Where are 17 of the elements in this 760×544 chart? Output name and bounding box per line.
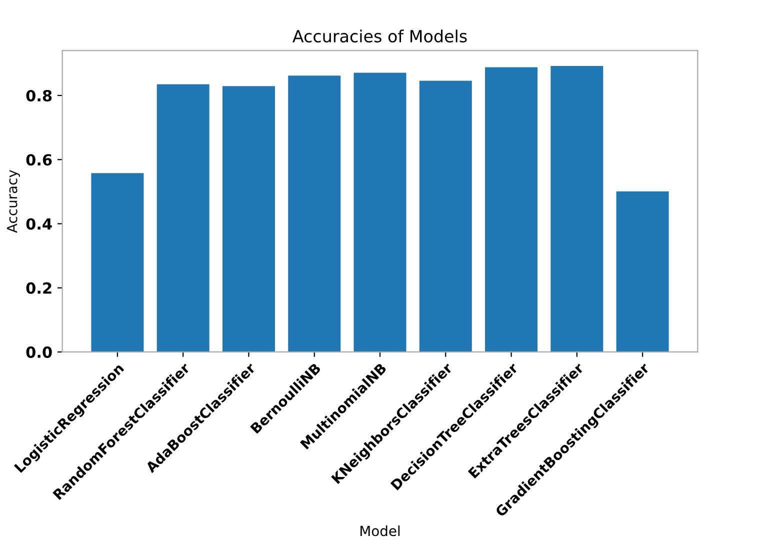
bar	[91, 173, 144, 352]
y-tick-label: 0.0	[26, 346, 52, 358]
bar	[550, 66, 604, 352]
bar	[156, 84, 210, 352]
y-tick-label: 0.6	[26, 154, 52, 166]
chart-title: Accuracies of Models	[292, 30, 467, 42]
bar	[354, 72, 406, 352]
y-tick-label: 0.4	[26, 218, 52, 230]
bar	[222, 86, 275, 352]
bar	[288, 76, 341, 352]
bar	[419, 80, 472, 352]
y-axis-title: Accuracy	[6, 170, 20, 233]
bar	[485, 67, 538, 352]
y-tick-label: 0.8	[26, 90, 52, 102]
x-axis-title: Model	[360, 525, 400, 536]
bar	[616, 191, 669, 352]
y-tick-label: 0.2	[26, 282, 52, 294]
